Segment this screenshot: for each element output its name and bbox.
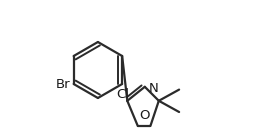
Text: Br: Br — [56, 78, 70, 90]
Text: O: O — [139, 109, 149, 122]
Text: Cl: Cl — [116, 88, 129, 101]
Text: N: N — [148, 82, 158, 95]
